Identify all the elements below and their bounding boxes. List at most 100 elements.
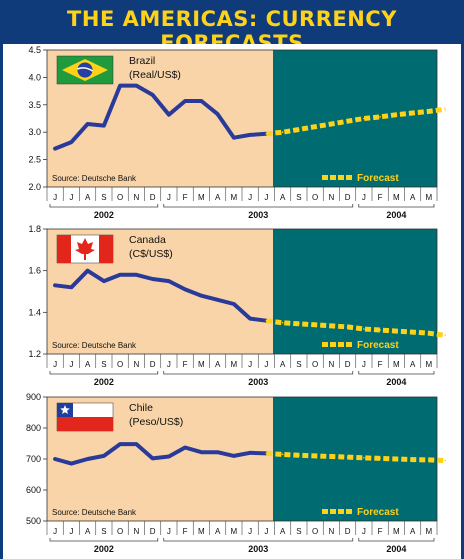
history-line [53,442,269,466]
history-point [119,84,121,87]
history-point [103,455,105,457]
month-label: D [150,193,156,202]
month-label: A [85,193,91,202]
month-label: M [198,527,205,536]
history-point [200,451,203,453]
year-label: 2004 [386,544,406,554]
forecast-point [395,458,398,460]
month-label: D [345,527,351,536]
forecast-point [298,322,300,325]
forecast-point [363,456,365,459]
history-point [86,458,89,460]
country-name: Brazil [129,55,155,67]
forecast-point [444,459,446,462]
forecast-legend-label: Forecast [357,507,399,518]
y-tick-label: 2.0 [28,182,41,192]
flag-band [77,67,93,72]
history-point [103,124,105,127]
forecast-legend-swatch [330,175,336,180]
year-label: 2003 [248,210,268,220]
forecast-point [363,328,365,330]
month-label: J [69,193,73,202]
history-point [135,274,138,276]
month-label: N [133,360,139,369]
source-note: Source: Deutsche Bank [52,341,137,350]
month-label: J [248,193,252,202]
forecast-point [428,459,430,461]
forecast-point [330,123,333,125]
month-label: M [393,193,400,202]
forecast-legend-swatch [330,509,336,514]
history-point [249,134,251,136]
year-label: 2002 [94,210,114,220]
y-tick-label: 500 [26,516,41,526]
month-label: N [328,193,334,202]
forecast-point [265,452,268,455]
forecast-point [281,453,284,456]
year-label: 2004 [386,210,406,220]
country-name: Canada [129,234,166,246]
month-label: A [410,360,416,369]
year-label: 2003 [248,544,268,554]
flag-globe [77,62,93,78]
month-label: M [231,193,238,202]
history-point [135,84,138,87]
history-point [103,280,105,282]
month-label: O [312,527,318,536]
currency-unit: (Peso/US$) [129,416,183,428]
forecast-legend-swatch [346,342,352,347]
forecast-point [395,330,398,332]
forecast-legend-swatch [322,342,328,347]
month-label: J [362,193,366,202]
forecast-point [363,117,365,120]
y-tick-label: 4.5 [28,45,41,55]
history-point [54,284,56,287]
currency-unit: (Real/US$) [129,69,181,81]
forecast-point [330,325,333,327]
month-label: D [150,527,156,536]
month-label: M [393,527,400,536]
month-label: A [215,360,221,369]
history-point [249,452,251,454]
forecast-legend-swatch [346,175,352,180]
month-label: S [296,360,301,369]
forecast-point [428,332,430,334]
y-tick-label: 4.0 [28,72,41,82]
forecast-point [379,457,381,460]
forecast-point [395,113,398,116]
forecast-legend-swatch [338,175,344,180]
history-point [151,457,154,460]
history-point [216,299,219,301]
flag-right-band [99,235,113,263]
year-bracket [49,538,159,542]
forecast-line [266,450,446,464]
history-point [168,113,170,116]
month-label: M [426,527,433,536]
history-point [86,123,89,125]
forecast-line [266,106,446,137]
month-label: A [410,527,416,536]
history-point [54,147,56,150]
forecast-legend-swatch [338,509,344,514]
month-label: N [328,360,334,369]
month-label: A [280,193,286,202]
y-tick-label: 1.4 [28,307,41,317]
forecast-point [265,319,268,322]
forecast-point [281,131,284,133]
brazil-flag [56,55,114,85]
year-bracket [49,204,159,208]
forecast-line [266,318,446,338]
forecast-legend-swatch [330,342,336,347]
flag-star [60,405,70,414]
history-point [135,443,138,445]
month-label: M [426,360,433,369]
forecast-point [281,321,284,324]
history-point [168,455,170,458]
y-tick-label: 1.8 [28,224,41,234]
y-tick-label: 900 [26,392,41,402]
history-point [216,451,219,453]
month-label: A [280,360,286,369]
forecast-point [346,120,349,123]
year-label: 2002 [94,544,114,554]
month-label: F [183,193,188,202]
